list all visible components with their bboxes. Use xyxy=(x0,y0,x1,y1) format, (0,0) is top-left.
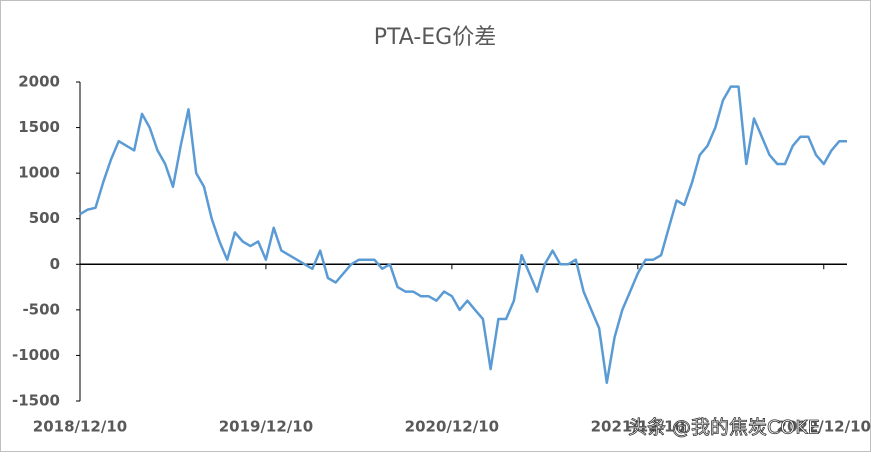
watermark: 头条 @我的焦炭COKE xyxy=(628,417,820,439)
y-tick-label: -1000 xyxy=(12,346,60,364)
y-tick-label: -500 xyxy=(22,300,60,318)
data-line xyxy=(79,85,847,385)
y-tick-label: 2000 xyxy=(18,73,60,91)
y-tick-label: 500 xyxy=(29,209,60,227)
x-tick-label: 2019/12/10 xyxy=(219,418,313,436)
x-tick-label: 2022/12/10 xyxy=(777,418,871,436)
y-tick-label: 1000 xyxy=(18,164,60,182)
chart-title: PTA-EG价差 xyxy=(374,25,496,50)
x-tick-label: 2020/12/10 xyxy=(405,418,499,436)
y-tick-label: 1500 xyxy=(18,118,60,136)
x-tick-label: 2018/12/10 xyxy=(33,418,127,436)
x-tick-label: 2021/12/10 xyxy=(591,418,685,436)
y-tick-label: 0 xyxy=(50,255,60,273)
y-tick-label: -1500 xyxy=(12,392,60,410)
